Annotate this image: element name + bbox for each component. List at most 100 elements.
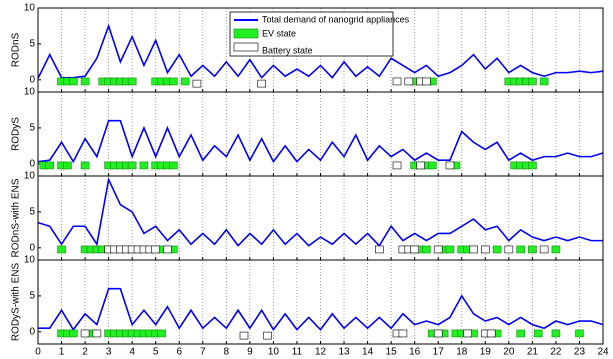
ev-state-marker	[428, 161, 437, 170]
ev-state-marker	[551, 329, 561, 338]
battery-state-marker	[263, 331, 272, 340]
x-tick-label: 18	[456, 347, 468, 358]
legend-label: EV state	[262, 28, 296, 38]
battery-state-marker	[151, 245, 161, 254]
y-axis-label: RODnS-with ENS	[11, 178, 22, 257]
battery-state-marker	[445, 161, 455, 170]
y-axis-label: RODyS	[11, 117, 22, 151]
battery-state-marker	[192, 79, 202, 88]
battery-state-marker	[422, 77, 431, 86]
axes-box	[37, 259, 604, 345]
ev-state-marker	[539, 77, 549, 86]
legend-swatch	[233, 28, 259, 39]
y-tick-label: 10	[24, 3, 36, 14]
ev-state-marker	[80, 77, 90, 86]
x-tick-label: 16	[409, 347, 421, 358]
x-tick-label: 17	[433, 347, 445, 358]
x-tick-label: 14	[362, 347, 374, 358]
x-tick-label: 9	[247, 347, 253, 358]
ev-state-marker	[127, 161, 137, 170]
panel: 0 5 10 RODyS	[11, 87, 604, 177]
y-tick-label: 10	[24, 255, 36, 266]
battery-state-marker	[392, 161, 402, 170]
y-tick-label: 0	[29, 74, 35, 85]
ev-state-marker	[169, 161, 178, 170]
demand-line	[37, 176, 603, 247]
panel: 0 5 10 RODnS Total demand of nanogrid applia…	[11, 3, 604, 93]
y-axis-label: RODnS	[11, 32, 22, 67]
x-tick-label: 2	[82, 347, 88, 358]
x-tick-label: 24	[597, 347, 609, 358]
y-tick-label: 0	[29, 326, 35, 337]
demand-line	[37, 119, 604, 164]
x-tick-label: 20	[503, 347, 515, 358]
battery-state-marker	[433, 329, 443, 338]
y-tick-label: 5	[29, 291, 35, 302]
battery-state-marker	[163, 245, 172, 254]
battery-state-marker	[375, 245, 384, 254]
battery-state-marker	[239, 331, 249, 340]
x-tick-label: 22	[550, 347, 562, 358]
ev-state-marker	[57, 245, 66, 254]
battery-state-marker	[410, 245, 419, 254]
legend-label: Battery state	[262, 45, 313, 55]
y-tick-label: 10	[24, 171, 36, 182]
ev-state-marker	[445, 245, 455, 254]
ev-state-marker	[69, 329, 78, 338]
x-tick-label: 3	[106, 347, 112, 358]
x-tick-label: 13	[338, 347, 350, 358]
x-tick-label: 23	[574, 347, 586, 358]
battery-state-marker	[398, 329, 408, 338]
y-tick-label: 0	[29, 242, 35, 253]
ev-state-marker	[169, 77, 178, 86]
ev-state-marker	[575, 329, 584, 338]
ev-state-marker	[127, 77, 137, 86]
battery-state-marker	[392, 77, 402, 86]
ev-state-marker	[69, 77, 78, 86]
ev-state-marker	[63, 161, 72, 170]
x-tick-label: 12	[315, 347, 327, 358]
y-tick-label: 0	[29, 158, 35, 169]
battery-state-marker	[433, 245, 443, 254]
ev-state-marker	[139, 161, 149, 170]
battery-state-marker	[486, 329, 496, 338]
x-tick-label: 0	[35, 347, 41, 358]
battery-state-marker	[539, 245, 549, 254]
battery-state-marker	[92, 329, 102, 338]
legend-swatch	[233, 42, 259, 52]
ev-state-marker	[528, 77, 537, 86]
y-axis-label: RODyS-with ENS	[11, 263, 22, 342]
panel: 0 1 2 3 4 5 6 7 8 9 10 11 12 13 14 15 16 17 18 19 20 21 22 23 24…	[11, 255, 609, 358]
ev-state-marker	[180, 77, 190, 86]
x-tick-label: 21	[527, 347, 539, 358]
ev-state-marker	[528, 245, 537, 254]
ev-state-marker	[528, 161, 537, 170]
battery-state-marker	[504, 245, 514, 254]
x-tick-label: 8	[224, 347, 230, 358]
x-tick-label: 1	[59, 347, 65, 358]
battery-state-marker	[469, 245, 478, 254]
battery-state-marker	[404, 77, 414, 86]
demand-line	[37, 23, 604, 79]
x-tick-label: 11	[292, 347, 303, 358]
ev-state-marker	[157, 329, 166, 338]
y-tick-label: 5	[29, 123, 35, 134]
battery-state-marker	[416, 161, 425, 170]
ev-state-marker	[533, 329, 543, 338]
x-tick-label: 19	[480, 347, 492, 358]
x-tick-label: 5	[153, 347, 159, 358]
x-tick-label: 15	[386, 347, 398, 358]
battery-state-marker	[80, 329, 90, 338]
ev-state-marker	[516, 329, 525, 338]
ev-state-marker	[551, 245, 561, 254]
legend-label: Total demand of nanogrid appliances	[262, 14, 410, 24]
ev-state-marker	[80, 161, 90, 170]
y-tick-label: 5	[29, 207, 35, 218]
x-tick-label: 6	[176, 347, 182, 358]
ev-state-marker	[422, 245, 431, 254]
demand-line	[38, 287, 604, 332]
x-tick-label: 7	[200, 347, 206, 358]
ev-state-marker	[492, 245, 502, 254]
